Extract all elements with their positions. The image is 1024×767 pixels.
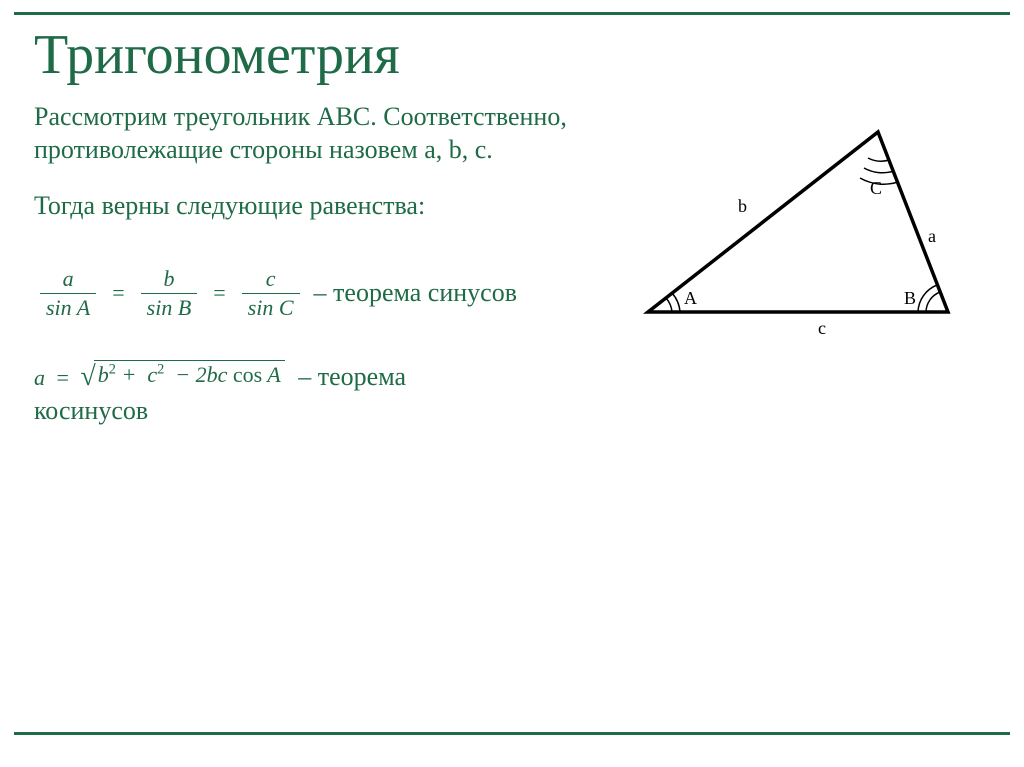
lhs-a: a [34, 365, 45, 390]
denominator: sin A [40, 293, 96, 320]
numerator: b [157, 267, 180, 293]
vertex-label-B: B [904, 288, 916, 308]
numerator: a [57, 267, 80, 293]
angle-arc-B [926, 292, 940, 312]
side-label-b: b [738, 196, 747, 216]
vertex-label-C: C [870, 178, 882, 198]
denominator: sin C [242, 293, 300, 320]
formula-law-of-sines: a sin A = b sin B = c sin C – теорема си… [34, 267, 594, 320]
equals-sign: = [57, 365, 69, 390]
angle-arc-B [918, 285, 937, 312]
angle-arc-C [868, 158, 889, 161]
law-of-cosines-label-2: косинусов [34, 395, 594, 428]
side-label-a: a [928, 226, 936, 246]
rule-top [14, 12, 1010, 15]
fraction-a-sinA: a sin A [40, 267, 96, 320]
square-root: √ b2 + c2 − 2bc cos A [80, 360, 284, 389]
paragraph-2: Тогда верны следующие равенства: [34, 190, 594, 223]
angle-arc-A [666, 298, 672, 312]
fraction-c-sinC: c sin C [242, 267, 300, 320]
numerator: c [260, 267, 282, 293]
paragraph-1: Рассмотрим треугольник ABC. Соответствен… [34, 101, 594, 166]
rule-bottom [14, 732, 1010, 735]
equals-sign: = [112, 279, 124, 307]
side-label-c: c [818, 318, 826, 338]
vertex-label-A: A [684, 288, 697, 308]
angle-arc-C [864, 168, 894, 173]
equals-sign: = [213, 279, 225, 307]
law-of-cosines-label-1: – теорема [298, 362, 406, 391]
body-text: Рассмотрим треугольник ABC. Соответствен… [34, 101, 594, 428]
law-of-sines-label: – теорема синусов [314, 277, 517, 310]
denominator: sin B [141, 293, 198, 320]
triangle-diagram: A B C a b c [628, 112, 998, 352]
formula-law-of-cosines: a = √ b2 + c2 − 2bc cos A – теорема коси… [34, 360, 594, 428]
radicand: b2 + c2 − 2bc cos A [94, 360, 285, 389]
angle-arc-A [672, 293, 680, 312]
fraction-b-sinB: b sin B [141, 267, 198, 320]
triangle-shape [648, 132, 948, 312]
page-title: Тригонометрия [34, 23, 1010, 87]
slide: Тригонометрия Рассмотрим треугольник ABC… [14, 12, 1010, 735]
